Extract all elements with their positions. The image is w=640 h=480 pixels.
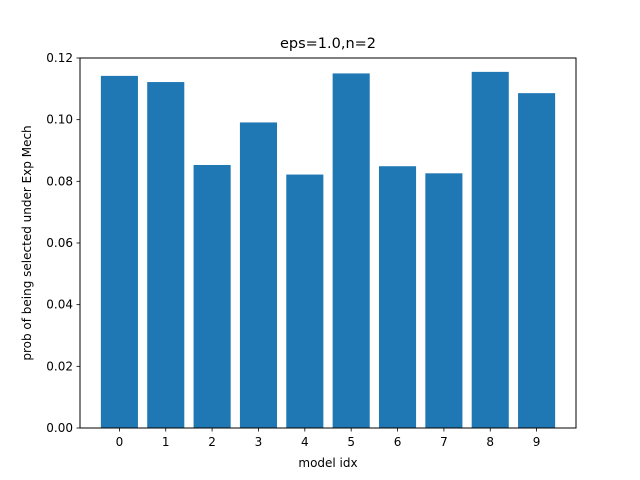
x-tick-label: 7 [440, 435, 448, 449]
y-tick-label: 0.04 [46, 298, 73, 312]
bar-2 [193, 164, 231, 428]
bar-3 [239, 122, 278, 429]
x-axis-label: model idx [298, 456, 357, 470]
y-tick-label: 0.02 [46, 359, 73, 373]
y-tick-label: 0.06 [46, 236, 73, 250]
x-tick-label: 8 [486, 435, 494, 449]
y-tick-label: 0.12 [46, 51, 73, 65]
x-tick-label: 2 [208, 435, 216, 449]
x-tick-label: 1 [162, 435, 170, 449]
y-tick-label: 0.08 [46, 174, 73, 188]
y-tick-label: 0.10 [46, 113, 73, 127]
bar-1 [147, 82, 185, 429]
bar-5 [332, 73, 370, 429]
x-tick-label: 6 [394, 435, 402, 449]
x-tick-label: 9 [533, 435, 541, 449]
bar-9 [518, 93, 556, 429]
bar-6 [378, 166, 417, 428]
y-axis-label: prob of being selected under Exp Mech [20, 125, 34, 360]
bars-group [100, 71, 556, 429]
x-tick-label: 0 [116, 435, 124, 449]
y-axis: 0.00 0.02 0.04 0.06 0.08 0.10 0.12 [46, 51, 80, 435]
x-axis: 0 1 2 3 4 5 6 7 8 9 [116, 428, 541, 449]
x-tick-label: 3 [255, 435, 263, 449]
bar-7 [425, 173, 463, 428]
x-tick-label: 5 [347, 435, 355, 449]
bar-0 [100, 75, 138, 428]
bar-8 [471, 71, 509, 428]
bar-4 [286, 174, 324, 428]
chart-title: eps=1.0,n=2 [280, 36, 376, 52]
x-tick-label: 4 [301, 435, 309, 449]
y-tick-label: 0.00 [46, 421, 73, 435]
